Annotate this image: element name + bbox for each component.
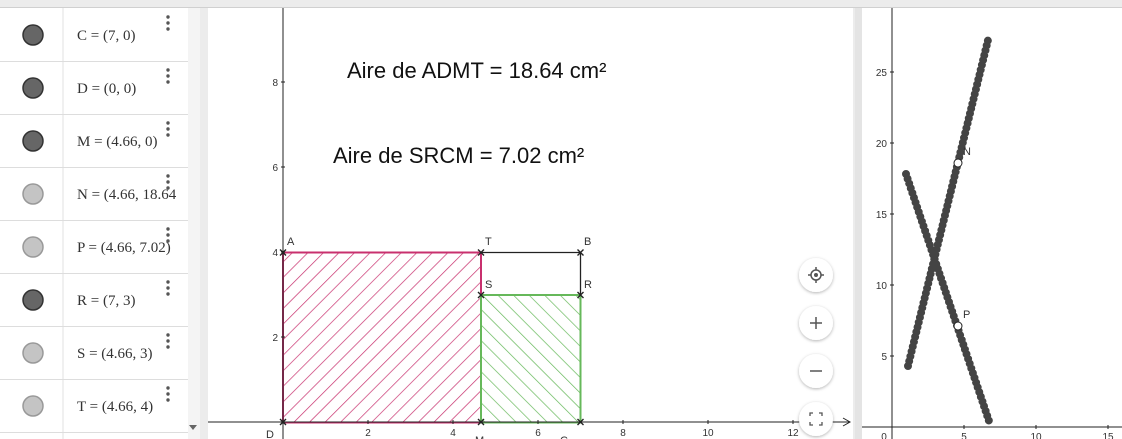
point-label: S bbox=[485, 279, 492, 291]
menu-dot[interactable] bbox=[166, 386, 170, 390]
algebra-item: M = (4.66, 0) bbox=[77, 134, 158, 150]
point-n bbox=[953, 158, 963, 168]
tick-label: 10 bbox=[702, 428, 714, 439]
tick-label: 6 bbox=[272, 163, 278, 174]
menu-dot[interactable] bbox=[166, 15, 170, 19]
area-text: Aire de ADMT = 18.64 cm² bbox=[347, 58, 606, 83]
algebra-item: S = (4.66, 3) bbox=[77, 346, 153, 362]
fullscreen-button[interactable] bbox=[799, 402, 833, 436]
scrollbar[interactable] bbox=[188, 8, 200, 439]
algebra-item: C = (7, 0) bbox=[77, 28, 135, 44]
visibility-toggle[interactable] bbox=[22, 289, 44, 311]
algebra-item: N = (4.66, 18.64 bbox=[77, 187, 177, 203]
tick-label: 15 bbox=[876, 210, 888, 221]
point-label: R bbox=[584, 279, 592, 291]
visibility-toggle[interactable] bbox=[22, 24, 44, 46]
trace-p bbox=[902, 170, 993, 425]
visibility-toggle[interactable] bbox=[22, 183, 44, 205]
menu-dot[interactable] bbox=[166, 27, 170, 31]
tick-label: 2 bbox=[365, 428, 371, 439]
graphics-view-2: 5 10 15 20 25 0 5 10 15 N P bbox=[862, 8, 1122, 439]
menu-dot[interactable] bbox=[166, 133, 170, 137]
algebra-item: R = (7, 3) bbox=[77, 293, 135, 309]
menu-dot[interactable] bbox=[166, 339, 170, 343]
menu-dot[interactable] bbox=[166, 121, 170, 125]
menu-dot[interactable] bbox=[166, 392, 170, 396]
ticks bbox=[890, 71, 1109, 429]
area-text: Aire de SRCM = 7.02 cm² bbox=[333, 143, 584, 168]
tick-label: 5 bbox=[961, 432, 967, 439]
tick-label: 10 bbox=[876, 281, 888, 292]
visibility-toggle[interactable] bbox=[22, 130, 44, 152]
tick-label: 8 bbox=[620, 428, 626, 439]
standard-view-button[interactable] bbox=[799, 258, 833, 292]
point-label: C bbox=[560, 435, 568, 439]
menu-dot[interactable] bbox=[166, 233, 170, 237]
tick-label: 8 bbox=[272, 78, 278, 89]
axis-arrow bbox=[842, 417, 852, 427]
menu-dot[interactable] bbox=[166, 180, 170, 184]
point-label: N bbox=[963, 146, 971, 158]
tick-label: 10 bbox=[1030, 432, 1042, 439]
visibility-toggle[interactable] bbox=[22, 236, 44, 258]
algebra-item: P = (4.66, 7.02) bbox=[77, 240, 171, 256]
menu-dot[interactable] bbox=[166, 174, 170, 178]
tick-label: 5 bbox=[881, 352, 887, 363]
menu-dot[interactable] bbox=[166, 80, 170, 84]
tick-label: 4 bbox=[272, 248, 278, 259]
rect-srcm bbox=[480, 294, 582, 424]
tick-label: 12 bbox=[787, 428, 799, 439]
point-label: D bbox=[266, 429, 274, 439]
algebra-item: T = (4.66, 4) bbox=[77, 399, 153, 415]
algebra-item: D = (0, 0) bbox=[77, 81, 136, 97]
menu-dot[interactable] bbox=[166, 74, 170, 78]
menu-dot[interactable] bbox=[166, 280, 170, 284]
menu-dot[interactable] bbox=[166, 21, 170, 25]
trace-n bbox=[904, 32, 993, 370]
menu-dot[interactable] bbox=[166, 345, 170, 349]
menu-dot[interactable] bbox=[166, 127, 170, 131]
menu-dot[interactable] bbox=[166, 333, 170, 337]
tick-label: 6 bbox=[535, 428, 541, 439]
rect-admt bbox=[282, 251, 482, 424]
scroll-arrow[interactable] bbox=[189, 425, 197, 430]
visibility-toggle[interactable] bbox=[22, 342, 44, 364]
point-label: T bbox=[485, 236, 492, 248]
tick-label: 2 bbox=[272, 333, 278, 344]
menu-dot[interactable] bbox=[166, 239, 170, 243]
point-label: B bbox=[584, 236, 591, 248]
zoom-buttons bbox=[799, 258, 833, 436]
point-marks bbox=[279, 249, 584, 426]
zoom-out-button[interactable] bbox=[799, 354, 833, 388]
zoom-in-button[interactable] bbox=[799, 306, 833, 340]
point-p bbox=[953, 321, 963, 331]
point-label: A bbox=[287, 236, 295, 248]
graphics-view: 2 4 6 8 10 12 2 4 6 8 A T B S R D M C Ai… bbox=[208, 8, 853, 439]
visibility-toggle[interactable] bbox=[22, 77, 44, 99]
tick-label: 0 bbox=[881, 432, 887, 439]
menu-dot[interactable] bbox=[166, 286, 170, 290]
menu-dot[interactable] bbox=[166, 227, 170, 231]
tick-label: 15 bbox=[1102, 432, 1114, 439]
tick-label: 20 bbox=[876, 139, 888, 150]
point-label: M bbox=[475, 435, 484, 439]
point-label: P bbox=[963, 309, 970, 321]
tick-label: 4 bbox=[450, 428, 456, 439]
menu-dot[interactable] bbox=[166, 398, 170, 402]
visibility-toggle[interactable] bbox=[22, 395, 44, 417]
menu-dot[interactable] bbox=[166, 186, 170, 190]
algebra-view: C = (7, 0) D = (0, 0) M = (4.66, 0) N = (4.… bbox=[0, 8, 190, 439]
menu-dot[interactable] bbox=[166, 68, 170, 72]
menu-dot[interactable] bbox=[166, 292, 170, 296]
divider[interactable] bbox=[855, 8, 862, 439]
tick-label: 25 bbox=[876, 68, 888, 79]
